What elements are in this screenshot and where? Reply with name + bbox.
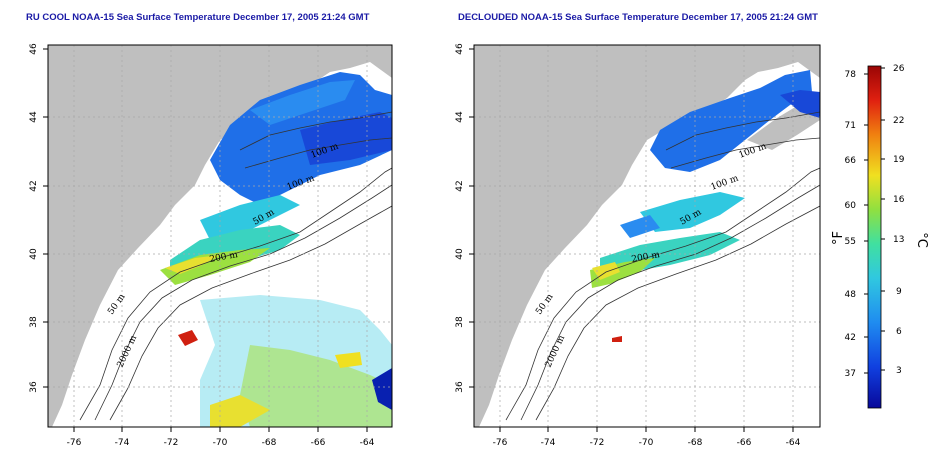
right-map-frame [473, 44, 821, 428]
sst-patches [160, 72, 392, 427]
y-tick-label: 44 [455, 111, 465, 123]
y-tick-label: 46 [29, 43, 39, 55]
right-map-panel: 100 m 100 m 50 m 200 m 50 m 2000 m [474, 45, 820, 427]
celsius-tick: 22 [893, 116, 904, 126]
x-tick-label: -64 [786, 438, 801, 448]
y-tick-label: 36 [29, 381, 39, 393]
contour-label: 200 m [209, 250, 239, 265]
x-tick-label: -74 [541, 438, 556, 448]
left-y-axis: 36 38 40 42 44 46 [29, 43, 48, 393]
fahrenheit-tick: 66 [845, 156, 857, 166]
x-tick-label: -68 [262, 438, 277, 448]
fahrenheit-tick: 71 [845, 121, 856, 131]
celsius-tick: 3 [896, 366, 902, 376]
map-gridlines [474, 45, 820, 427]
temperature-colorbar: 78 71 66 60 55 48 42 37 26 22 19 16 13 9… [831, 64, 929, 409]
right-panel-title: DECLOUDED NOAA-15 Sea Surface Temperatur… [458, 12, 818, 23]
y-tick-label: 46 [455, 43, 465, 55]
x-tick-label: -74 [115, 438, 130, 448]
y-tick-label: 42 [29, 180, 39, 191]
right-y-axis: 36 38 40 42 44 46 [455, 43, 474, 393]
celsius-unit-label: °C [914, 232, 929, 248]
x-tick-label: -66 [311, 438, 326, 448]
celsius-tick: 26 [893, 64, 905, 74]
x-tick-label: -64 [360, 438, 375, 448]
fahrenheit-tick: 78 [845, 70, 857, 80]
fahrenheit-tick: 42 [845, 333, 856, 343]
right-x-axis: -76 -74 -72 -70 -68 -66 -64 [493, 427, 801, 448]
x-tick-label: -76 [493, 438, 508, 448]
y-tick-label: 40 [455, 248, 465, 260]
x-tick-label: -70 [213, 438, 228, 448]
land-mass [474, 45, 820, 427]
x-tick-label: -68 [688, 438, 703, 448]
x-tick-label: -66 [737, 438, 752, 448]
land-mass [48, 45, 392, 427]
left-panel-title: RU COOL NOAA-15 Sea Surface Temperature … [26, 12, 370, 23]
celsius-tick: 13 [893, 235, 904, 245]
x-tick-label: -76 [67, 438, 82, 448]
fahrenheit-tick: 60 [845, 201, 857, 211]
y-tick-label: 44 [29, 111, 39, 123]
colorbar-gradient [867, 65, 882, 409]
map-gridlines [48, 45, 392, 427]
fahrenheit-tick: 48 [845, 290, 857, 300]
y-tick-label: 38 [455, 316, 465, 328]
fahrenheit-unit-label: °F [831, 231, 846, 245]
sst-patches [590, 70, 820, 342]
y-tick-label: 36 [455, 381, 465, 393]
contour-label: 200 m [631, 250, 661, 265]
y-tick-label: 38 [29, 316, 39, 328]
fahrenheit-tick: 37 [845, 369, 856, 379]
x-tick-label: -72 [590, 438, 605, 448]
left-map-panel: 100 m 100 m 50 m 200 m 50 m 2000 m [48, 45, 392, 427]
bathymetry-contours [79, 111, 392, 421]
celsius-tick: 16 [893, 195, 905, 205]
x-tick-label: -70 [639, 438, 654, 448]
celsius-tick: 9 [896, 287, 902, 297]
x-tick-label: -72 [164, 438, 179, 448]
bathymetry-contours [505, 111, 820, 421]
celsius-tick: 6 [896, 327, 902, 337]
y-tick-label: 40 [29, 248, 39, 260]
celsius-tick: 19 [893, 155, 905, 165]
fahrenheit-tick: 55 [845, 237, 856, 247]
y-tick-label: 42 [455, 180, 465, 191]
left-x-axis: -76 -74 -72 -70 -68 -66 -64 [67, 427, 375, 448]
